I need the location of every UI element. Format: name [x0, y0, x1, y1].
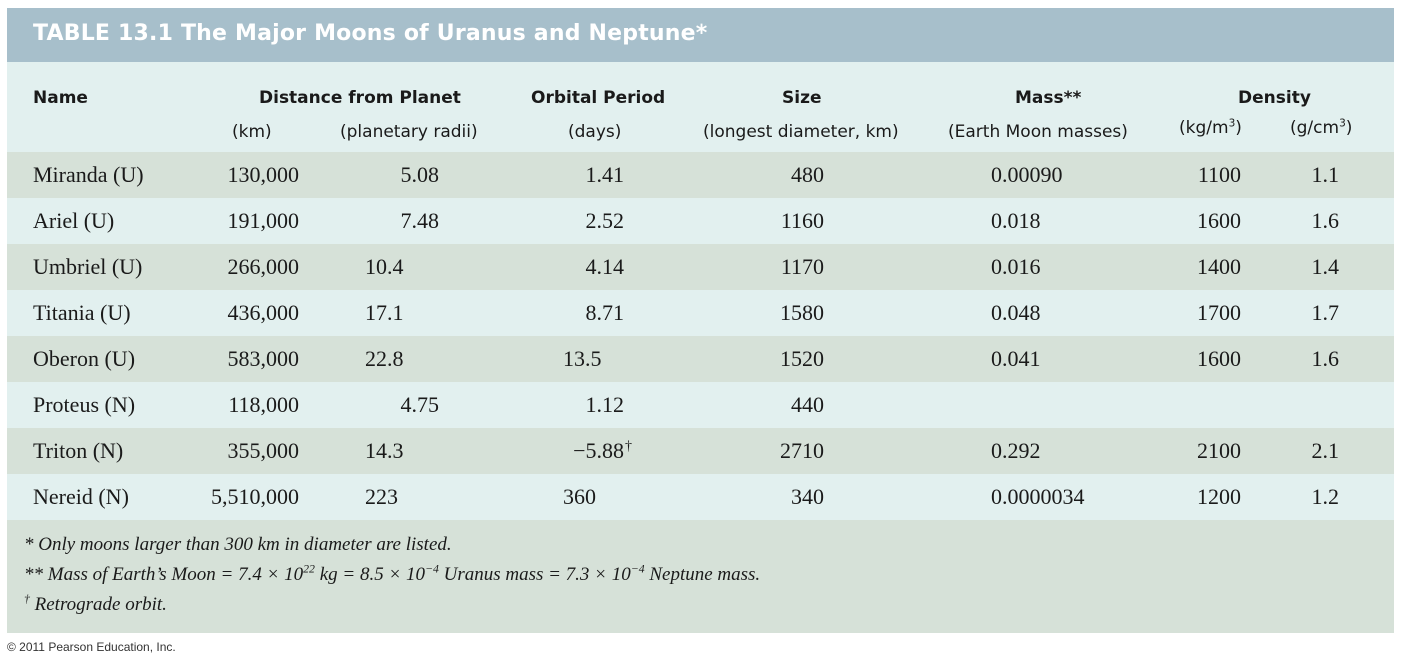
cell-km: 118,000: [228, 392, 299, 417]
table-row: Titania (U) 436,000 17.1 8.71 1580 0.048 1700 1…: [7, 290, 1394, 336]
header-size: Size: [782, 88, 822, 108]
cell-size: 1580: [780, 300, 824, 325]
header-period-unit: (days): [568, 122, 622, 142]
cell-km: 266,000: [227, 254, 300, 279]
header-name: Name: [33, 88, 88, 108]
cell-density-g: 1.6: [1311, 346, 1340, 371]
cell-radii: 5.08: [400, 162, 440, 187]
table-row: Oberon (U) 583,000 22.8 13.5 1520 0.041 1600 1.…: [7, 336, 1394, 382]
moons-table: TABLE 13.1 The Major Moons of Uranus and…: [7, 8, 1394, 633]
cell-radii: 14.3: [365, 438, 404, 463]
header-size-unit: (longest diameter, km): [703, 122, 899, 142]
cell-density-g: 1.7: [1311, 300, 1340, 325]
cell-density-g: 1.2: [1311, 484, 1340, 509]
cell-name: Ariel (U): [33, 208, 115, 233]
cell-mass: 0.041: [991, 346, 1041, 371]
table-title-bar: TABLE 13.1 The Major Moons of Uranus and…: [7, 8, 1394, 62]
header-density-kg: (kg/m3): [1179, 117, 1242, 138]
cell-period: 4.14: [585, 254, 625, 279]
cell-km: 130,000: [227, 162, 300, 187]
cell-radii: 22.8: [365, 346, 404, 371]
cell-km: 191,000: [227, 208, 300, 233]
cell-name: Nereid (N): [33, 484, 129, 509]
cell-density-g: 1.1: [1311, 162, 1340, 187]
cell-size: 2710: [780, 438, 824, 463]
footnote-retrograde: † Retrograde orbit.: [24, 592, 167, 615]
cell-name: Umbriel (U): [33, 254, 143, 279]
cell-density-g: 1.4: [1311, 254, 1340, 279]
table-row: Proteus (N) 118,000 4.75 1.12 440: [7, 382, 1394, 428]
cell-density-kg: 1700: [1197, 300, 1241, 325]
table-footnotes: * Only moons larger than 300 km in diame…: [7, 520, 1394, 633]
cell-period: 360: [563, 484, 596, 509]
cell-radii: 10.4: [365, 254, 404, 279]
cell-radii: 223: [365, 484, 398, 509]
cell-size: 440: [791, 392, 824, 417]
cell-mass: 0.048: [991, 300, 1041, 325]
copyright: © 2011 Pearson Education, Inc.: [7, 640, 176, 654]
cell-radii: 17.1: [365, 300, 404, 325]
header-density: Density: [1238, 88, 1311, 108]
table-row: Triton (N) 355,000 14.3 −5.88 † 2710 0.292 2100…: [7, 428, 1394, 474]
cell-name: Miranda (U): [33, 162, 144, 187]
cell-mass: 0.00090: [991, 162, 1063, 187]
cell-period: −5.88: [573, 438, 624, 463]
cell-size: 340: [791, 484, 824, 509]
footnote-size: * Only moons larger than 300 km in diame…: [24, 534, 452, 555]
table-row: Nereid (N) 5,510,000 223 360 340 0.0000034 120…: [7, 474, 1394, 520]
cell-density-kg: 1100: [1197, 162, 1241, 187]
cell-density-kg: 1600: [1197, 346, 1241, 371]
table-header: Name Distance from Planet (km) (planetar…: [7, 62, 1394, 152]
cell-period: 1.12: [585, 392, 625, 417]
cell-period: 8.71: [585, 300, 625, 325]
cell-density-kg: 2100: [1197, 438, 1241, 463]
cell-km: 5,510,000: [211, 484, 299, 509]
cell-name: Titania (U): [33, 300, 131, 325]
cell-name: Triton (N): [33, 438, 124, 463]
header-distance: Distance from Planet: [259, 88, 461, 108]
cell-density-kg: 1200: [1197, 484, 1241, 509]
cell-density-kg: 1600: [1197, 208, 1241, 233]
header-period: Orbital Period: [531, 88, 666, 108]
cell-km: 436,000: [227, 300, 300, 325]
cell-km: 355,000: [227, 438, 300, 463]
cell-size: 1170: [780, 254, 824, 279]
table-title: TABLE 13.1 The Major Moons of Uranus and…: [33, 21, 708, 46]
retrograde-mark: †: [625, 439, 632, 454]
header-mass: Mass**: [1015, 88, 1082, 108]
footnote-mass: ** Mass of Earth’s Moon = 7.4 × 1022 kg …: [24, 562, 761, 585]
table-row: Miranda (U) 130,000 5.08 1.41 480 0.00090 1100…: [7, 152, 1394, 198]
cell-mass: 0.292: [991, 438, 1041, 463]
cell-density-g: 1.6: [1311, 208, 1340, 233]
header-mass-unit: (Earth Moon masses): [948, 122, 1128, 142]
cell-name: Proteus (N): [33, 392, 136, 417]
cell-radii: 7.48: [400, 208, 440, 233]
cell-mass: 0.018: [991, 208, 1041, 233]
cell-size: 1160: [780, 208, 824, 233]
cell-period: 2.52: [585, 208, 625, 233]
header-density-g: (g/cm3): [1290, 117, 1353, 138]
cell-size: 480: [791, 162, 824, 187]
cell-density-g: 2.1: [1311, 438, 1340, 463]
table-row: Ariel (U) 191,000 7.48 2.52 1160 0.018 1600 1.6: [7, 198, 1394, 244]
cell-radii: 4.75: [400, 392, 440, 417]
header-distance-radii: (planetary radii): [340, 122, 478, 142]
cell-mass: 0.016: [991, 254, 1041, 279]
cell-density-kg: 1400: [1197, 254, 1241, 279]
table-row: Umbriel (U) 266,000 10.4 4.14 1170 0.016 1400 1…: [7, 244, 1394, 290]
cell-period: 13.5: [563, 346, 602, 371]
cell-period: 1.41: [585, 162, 625, 187]
cell-mass: 0.0000034: [991, 484, 1085, 509]
cell-name: Oberon (U): [33, 346, 136, 371]
header-distance-km: (km): [232, 122, 272, 142]
cell-km: 583,000: [227, 346, 300, 371]
cell-size: 1520: [780, 346, 824, 371]
